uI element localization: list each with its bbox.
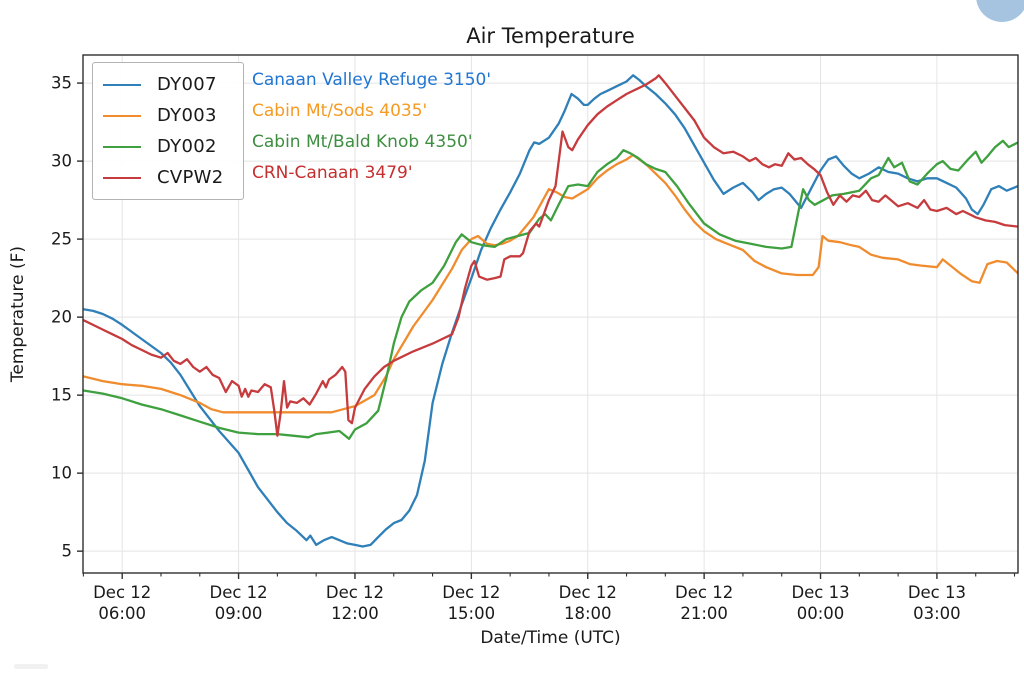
plot-border bbox=[82, 54, 1019, 574]
scroll-bubble[interactable] bbox=[976, 0, 1024, 22]
legend-label-DY002: DY002 bbox=[157, 136, 217, 157]
x-tick-label-date: Dec 12 bbox=[93, 583, 151, 602]
x-tick-label-time: 03:00 bbox=[913, 604, 961, 623]
legend-label-CVPW2: CVPW2 bbox=[157, 167, 224, 188]
x-tick-label-time: 21:00 bbox=[680, 604, 728, 623]
series-line-CVPW2 bbox=[83, 74, 1018, 437]
legend-item-DY003: DY003 bbox=[103, 100, 243, 131]
x-tick-label-date: Dec 12 bbox=[559, 583, 617, 602]
x-tick-label-time: 00:00 bbox=[797, 604, 845, 623]
x-axis-label: Date/Time (UTC) bbox=[480, 628, 621, 648]
series-line-DY002 bbox=[83, 139, 1018, 440]
legend-item-DY007: DY007 bbox=[103, 69, 243, 100]
x-tick-label-date: Dec 13 bbox=[908, 583, 966, 602]
station-annotation-DY003: Cabin Mt/Sods 4035' bbox=[252, 100, 428, 121]
x-tick-label-time: 12:00 bbox=[331, 604, 379, 623]
y-tick-label: 25 bbox=[51, 230, 72, 249]
x-tick-label-time: 15:00 bbox=[448, 604, 496, 623]
legend-item-DY002: DY002 bbox=[103, 131, 243, 162]
chart-title: Air Temperature bbox=[466, 24, 635, 48]
x-tick-label-date: Dec 12 bbox=[442, 583, 500, 602]
station-annotation-CVPW2: CRN-Canaan 3479' bbox=[252, 162, 413, 183]
legend: DY007 DY003 DY002 CVPW2 bbox=[92, 62, 244, 200]
y-tick-label: 20 bbox=[51, 308, 72, 327]
station-annotations: Canaan Valley Refuge 3150' Cabin Mt/Sods … bbox=[252, 64, 491, 188]
x-tick-label-time: 06:00 bbox=[98, 604, 146, 623]
legend-item-CVPW2: CVPW2 bbox=[103, 162, 243, 193]
y-tick-label: 35 bbox=[51, 74, 72, 93]
y-axis-label: Temperature (F) bbox=[8, 245, 28, 383]
series-line-DY003 bbox=[83, 153, 1018, 414]
legend-line-swatch-DY003 bbox=[103, 114, 141, 117]
x-tick-label-time: 09:00 bbox=[215, 604, 263, 623]
bottom-left-artifact bbox=[14, 664, 48, 669]
legend-label-DY003: DY003 bbox=[157, 105, 217, 126]
legend-label-DY007: DY007 bbox=[157, 74, 217, 95]
series-line-DY007 bbox=[83, 74, 1018, 548]
legend-line-swatch-DY002 bbox=[103, 145, 141, 148]
x-tick-label-time: 18:00 bbox=[564, 604, 612, 623]
y-tick-label: 30 bbox=[51, 152, 72, 171]
legend-line-swatch-CVPW2 bbox=[103, 176, 141, 179]
x-tick-label-date: Dec 12 bbox=[209, 583, 267, 602]
x-tick-label-date: Dec 12 bbox=[326, 583, 384, 602]
y-tick-label: 10 bbox=[51, 464, 72, 483]
y-tick-label: 15 bbox=[51, 386, 72, 405]
y-tick-label: 5 bbox=[62, 542, 73, 561]
station-annotation-DY002: Cabin Mt/Bald Knob 4350' bbox=[252, 131, 473, 152]
x-tick-label-date: Dec 13 bbox=[791, 583, 849, 602]
legend-line-swatch-DY007 bbox=[103, 83, 141, 86]
station-annotation-DY007: Canaan Valley Refuge 3150' bbox=[252, 69, 492, 90]
x-tick-label-date: Dec 12 bbox=[675, 583, 733, 602]
